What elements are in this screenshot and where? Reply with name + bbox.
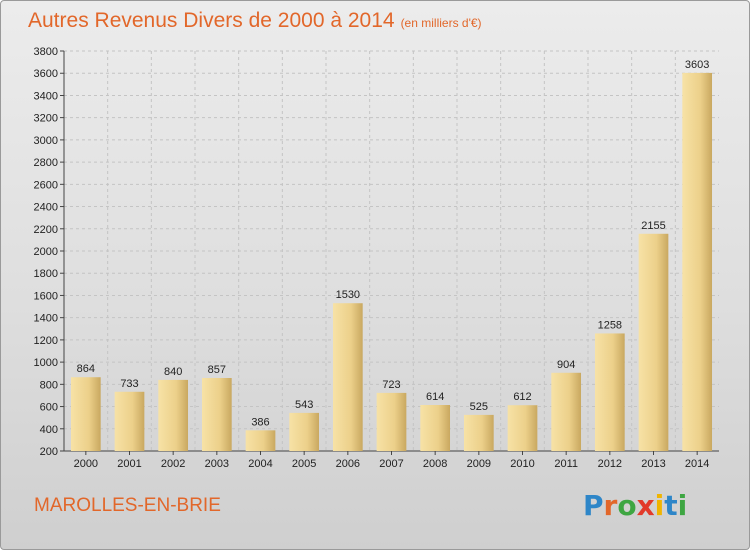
- data-label-2006: 1530: [336, 289, 360, 301]
- chart-title: Autres Revenus Divers de 2000 à 2014 (en …: [28, 9, 482, 33]
- chart-unit: (en milliers d'€): [400, 16, 482, 30]
- bar-2004[interactable]: [245, 430, 276, 451]
- x-tick-label-2001: 2001: [117, 458, 141, 470]
- x-tick-label-2012: 2012: [598, 458, 622, 470]
- data-label-2013: 2155: [641, 220, 665, 232]
- x-tick-label-2007: 2007: [379, 458, 403, 470]
- y-tick-label: 1800: [34, 268, 58, 280]
- logo-letter: i: [654, 489, 665, 522]
- bar-2003[interactable]: [201, 378, 232, 451]
- logo-letter: i: [677, 489, 688, 522]
- bar-2005[interactable]: [289, 412, 320, 451]
- y-tick-label: 600: [40, 402, 58, 414]
- logo-letter: o: [617, 489, 637, 522]
- bar-2011[interactable]: [551, 372, 582, 451]
- data-label-2010: 612: [513, 391, 531, 403]
- town-name: MAROLLES-EN-BRIE: [34, 495, 221, 516]
- data-label-2004: 386: [251, 416, 269, 428]
- bar-2006[interactable]: [332, 303, 363, 451]
- y-tick-label: 1600: [34, 290, 58, 302]
- logo-letter: t: [664, 489, 678, 522]
- logo-letter: r: [603, 489, 618, 522]
- labels: 864 2000 733 2001 840 2002 857 2003 386 2004 543 20…: [74, 59, 710, 470]
- data-label-2009: 525: [470, 401, 488, 413]
- bar-2001[interactable]: [114, 391, 145, 451]
- chart-title-text: Autres Revenus Divers de 2000 à 2014: [28, 9, 395, 32]
- bar-2007[interactable]: [376, 392, 407, 451]
- x-tick-label-2000: 2000: [74, 458, 98, 470]
- bar-2009[interactable]: [463, 414, 494, 451]
- y-tick-label: 200: [40, 446, 58, 458]
- x-tick-label-2004: 2004: [248, 458, 272, 470]
- x-tick-label-2013: 2013: [641, 458, 665, 470]
- grid-lines: [64, 50, 719, 451]
- y-tick-label: 800: [40, 379, 58, 391]
- x-tick-label-2011: 2011: [554, 458, 578, 470]
- data-label-2011: 904: [557, 359, 575, 371]
- data-label-2001: 733: [120, 378, 138, 390]
- x-tick-label-2002: 2002: [161, 458, 185, 470]
- y-tick-label: 3800: [34, 46, 58, 58]
- x-tick-label-2005: 2005: [292, 458, 316, 470]
- y-tick-label: 2800: [34, 157, 58, 169]
- data-label-2005: 543: [295, 399, 313, 411]
- logo-letter: P: [583, 489, 604, 522]
- logo-letter: x: [636, 489, 655, 522]
- y-tick-label: 1200: [34, 335, 58, 347]
- x-tick-label-2003: 2003: [205, 458, 229, 470]
- bar-2008[interactable]: [420, 405, 451, 451]
- x-tick-label-2010: 2010: [510, 458, 534, 470]
- x-tick-label-2006: 2006: [336, 458, 360, 470]
- x-tick-label-2008: 2008: [423, 458, 447, 470]
- bar-2013[interactable]: [638, 233, 669, 451]
- y-tick-label: 2200: [34, 224, 58, 236]
- y-tick-label: 3000: [34, 135, 58, 147]
- bar-2002[interactable]: [158, 379, 189, 451]
- y-tick-label: 2600: [34, 179, 58, 191]
- y-tick-label: 2000: [34, 246, 58, 258]
- y-tick-label: 1000: [34, 357, 58, 369]
- bar-2014[interactable]: [682, 72, 713, 451]
- data-label-2008: 614: [426, 391, 444, 403]
- y-tick-label: 3200: [34, 113, 58, 125]
- bar-2010[interactable]: [507, 405, 538, 451]
- x-tick-label-2014: 2014: [685, 458, 709, 470]
- y-tick-label: 3600: [34, 68, 58, 80]
- bars: [70, 72, 713, 451]
- proxiti-logo[interactable]: Proxiti: [583, 489, 687, 522]
- data-label-2014: 3603: [685, 59, 709, 71]
- data-label-2000: 864: [77, 363, 95, 375]
- y-tick-label: 3400: [34, 90, 58, 102]
- data-label-2007: 723: [382, 379, 400, 391]
- y-tick-label: 2400: [34, 202, 58, 214]
- data-label-2003: 857: [208, 364, 226, 376]
- bar-2000[interactable]: [70, 377, 101, 451]
- data-label-2012: 1258: [598, 319, 622, 331]
- data-label-2002: 840: [164, 366, 182, 378]
- bar-2012[interactable]: [594, 333, 625, 451]
- x-tick-label-2009: 2009: [467, 458, 491, 470]
- y-tick-label: 1400: [34, 313, 58, 325]
- y-tick-label: 400: [40, 424, 58, 436]
